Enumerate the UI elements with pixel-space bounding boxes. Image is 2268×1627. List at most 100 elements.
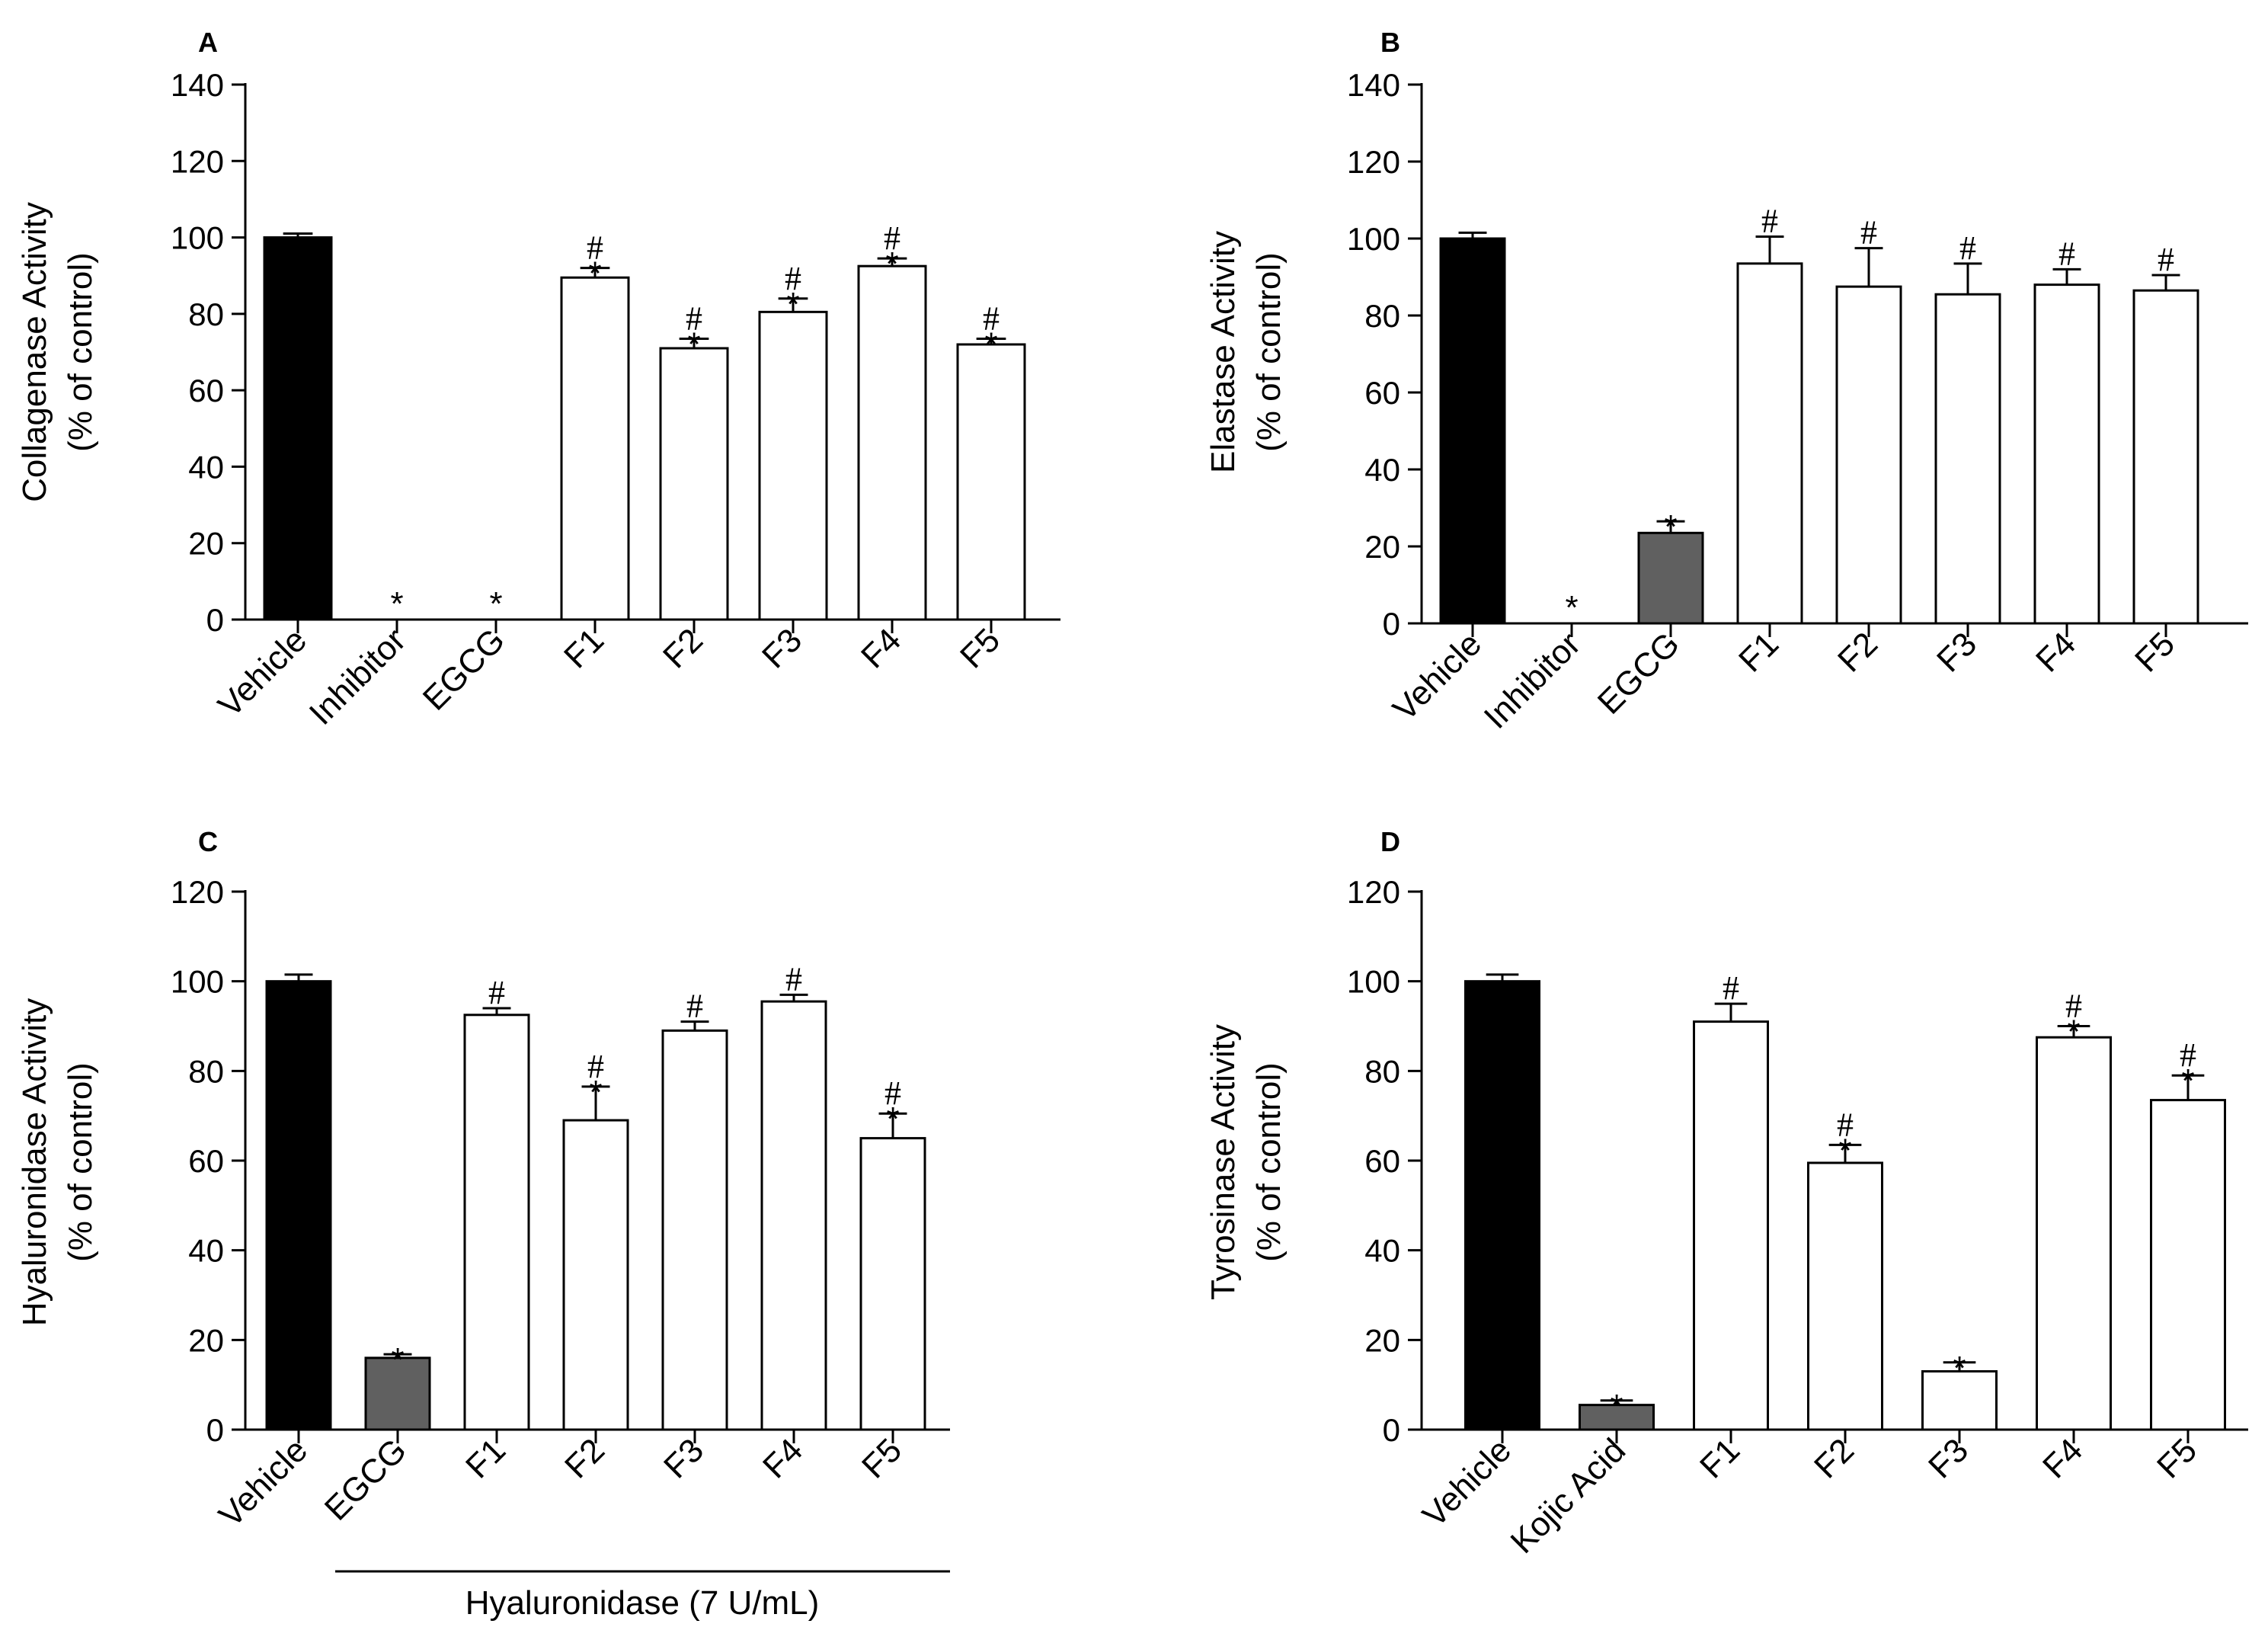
x-tick-label: Vehicle	[1416, 1431, 1518, 1534]
bar-vehicle	[263, 236, 333, 621]
y-tick-label: 100	[1347, 964, 1400, 1000]
y-tick-label: 120	[1347, 144, 1400, 180]
x-tick-label: Vehicle	[212, 1431, 315, 1534]
y-tick-label: 60	[188, 1143, 224, 1179]
y-tick-label: 100	[1347, 221, 1400, 257]
x-tick-label: F2	[656, 621, 710, 675]
bar-f2	[659, 347, 729, 621]
x-tick-label: F3	[1930, 625, 1984, 679]
bar-f3	[758, 310, 828, 621]
significance-hash: #	[1959, 229, 1976, 267]
y-axis-label-unit: (% of control)	[1250, 252, 1288, 452]
x-tick-label: F1	[557, 621, 611, 675]
y-tick-label: 40	[1364, 452, 1400, 488]
y-axis-label: Hyaluronidase Activity	[16, 998, 53, 1326]
x-tick-label: Kojic Acid	[1504, 1431, 1633, 1561]
x-tick-label: F1	[1732, 625, 1786, 679]
x-tick-label: Inhibitor	[1477, 625, 1588, 735]
bar-f2	[1807, 1161, 1883, 1431]
y-tick-label: 80	[1364, 1053, 1400, 1089]
significance-hash: #	[587, 229, 603, 267]
significance-hash: #	[1860, 214, 1877, 251]
significance-hash: #	[488, 974, 505, 1011]
significance-star: *	[1664, 508, 1677, 546]
significance-star: *	[2181, 1062, 2194, 1100]
x-tick-label: EGCG	[1591, 625, 1687, 721]
x-tick-label: F5	[855, 1431, 909, 1485]
significance-star: *	[391, 1341, 404, 1379]
significance-hash: #	[1761, 202, 1778, 239]
bracket-label: Hyaluronidase (7 U/mL)	[465, 1584, 820, 1622]
x-tick-label: F5	[2128, 625, 2182, 679]
bar-f1	[463, 1014, 530, 1431]
x-tick-label: F5	[2150, 1431, 2204, 1485]
y-tick-label: 60	[188, 373, 224, 408]
y-tick-label: 0	[206, 602, 224, 638]
bar-f4	[2033, 283, 2100, 625]
y-tick-label: 120	[171, 143, 224, 179]
significance-hash: #	[884, 1075, 901, 1112]
y-tick-label: 140	[1347, 67, 1400, 103]
significance-star: *	[1565, 589, 1578, 626]
y-tick-label: 0	[1383, 1412, 1400, 1448]
y-tick-label: 80	[188, 1053, 224, 1089]
y-tick-label: 20	[188, 526, 224, 562]
bar-f5	[2150, 1099, 2226, 1431]
bar-f3	[661, 1029, 728, 1431]
bar-f5	[2132, 289, 2199, 625]
significance-star: *	[786, 286, 799, 323]
x-tick-label: F1	[1693, 1431, 1747, 1485]
significance-hash: #	[785, 260, 801, 297]
significance-hash: #	[2180, 1036, 2196, 1074]
bar-vehicle	[1439, 237, 1506, 625]
bar-f1	[560, 276, 630, 621]
significance-star: *	[984, 325, 997, 363]
y-tick-label: 120	[1347, 874, 1400, 910]
x-tick-label: F2	[1831, 625, 1885, 679]
significance-star: *	[588, 255, 601, 293]
x-tick-label: F3	[1921, 1431, 1975, 1485]
bar-vehicle	[265, 980, 332, 1431]
significance-star: *	[1838, 1132, 1851, 1169]
bar-f1	[1736, 262, 1803, 625]
bar-f4	[857, 264, 927, 621]
bar-f4	[760, 1000, 827, 1431]
significance-star: *	[589, 1074, 602, 1111]
significance-star: *	[2067, 1014, 2080, 1051]
significance-star: *	[489, 585, 502, 623]
panel-C: C Hyaluronidase Activity (% of control) 0 20…	[16, 826, 950, 1622]
x-tick-label: Vehicle	[211, 621, 314, 724]
significance-hash: #	[2065, 988, 2082, 1025]
bar-f5	[956, 343, 1026, 621]
panel-D: D Tyrosinase Activity (% of control) 0 20 40 6…	[1204, 826, 2248, 1561]
significance-hash: #	[884, 219, 900, 257]
y-tick-label: 80	[1364, 298, 1400, 334]
panel-B: B Elastase Activity (% of control) 0 20 40 60 8…	[1204, 27, 2248, 736]
panel-letter: A	[198, 27, 218, 58]
y-axis-label: Tyrosinase Activity	[1204, 1024, 1242, 1300]
bar-f1	[1693, 1020, 1769, 1431]
x-tick-label: F1	[459, 1431, 513, 1485]
bar-f4	[2036, 1036, 2112, 1431]
panel-letter: B	[1380, 27, 1400, 58]
panel-letter: C	[198, 826, 218, 857]
significance-hash: #	[2158, 241, 2174, 278]
significance-hash: #	[785, 960, 802, 998]
y-tick-label: 60	[1364, 375, 1400, 411]
significance-hash: #	[983, 299, 1000, 337]
y-axis-label-unit: (% of control)	[1250, 1062, 1288, 1262]
y-tick-label: 40	[1364, 1233, 1400, 1269]
x-tick-label: F5	[953, 621, 1007, 675]
significance-star: *	[687, 325, 700, 363]
x-tick-label: F2	[1807, 1431, 1861, 1485]
x-tick-label: Vehicle	[1386, 625, 1489, 728]
y-tick-label: 20	[1364, 1322, 1400, 1358]
x-tick-label: F4	[2036, 1431, 2090, 1485]
significance-star: *	[390, 585, 403, 623]
x-tick-label: Inhibitor	[302, 621, 413, 732]
x-tick-label: F4	[756, 1431, 810, 1485]
x-tick-label: F3	[657, 1431, 711, 1485]
significance-hash: #	[2058, 235, 2075, 272]
significance-star: *	[1610, 1388, 1623, 1425]
